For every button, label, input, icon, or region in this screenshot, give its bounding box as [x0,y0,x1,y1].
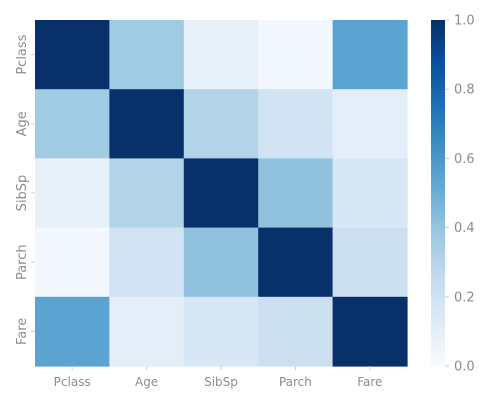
colorbar-tick-label: 0.4 [454,221,475,236]
colorbar [431,20,445,366]
heatmap-cell-fare-age [109,296,185,367]
y-tick-label-sibsp: SibSp [15,175,30,212]
heatmap-cell-age-pclass [35,89,110,159]
colorbar-tick-label: 0.0 [454,360,475,375]
heatmap-cell-sibsp-fare [332,158,408,229]
x-tick-label-age: Age [135,375,158,389]
y-tick-label-parch: Parch [15,244,30,280]
x-tick-label-sibsp: SibSp [204,375,238,389]
x-tick-label-parch: Parch [279,375,312,389]
heatmap-cell-age-sibsp [183,89,259,159]
heatmap-cell-pclass-fare [332,20,408,90]
heatmap-cell-parch-age [109,227,185,298]
heatmap-cell-pclass-sibsp [183,20,259,90]
colorbar-tick-label: 0.8 [454,83,475,98]
heatmap-cell-fare-sibsp [183,296,259,367]
colorbar-ticks: 0.0 0.2 0.4 0.6 0.8 1.0 [445,14,475,375]
heatmap-cell-sibsp-pclass [35,158,110,229]
heatmap-cell-age-parch [258,89,334,159]
heatmap-cell-age-age [109,89,185,159]
heatmap-cell-sibsp-parch [258,158,334,229]
heatmap-cell-pclass-pclass [35,20,110,90]
heatmap-cell-fare-parch [258,296,334,367]
y-tick-label-age: Age [15,111,30,136]
heatmap-cell-fare-pclass [35,296,110,367]
heatmap-cell-parch-parch [258,227,334,298]
colorbar-tick-label: 0.6 [454,152,475,167]
heatmap-cell-pclass-parch [258,20,334,90]
colorbar-gradient [431,20,445,366]
y-axis-ticks: Pclass Age SibSp Parch Fare [15,34,35,345]
heatmap-cell-age-fare [332,89,408,159]
y-tick-label-fare: Fare [15,318,30,345]
heatmap-cell-fare-fare [332,296,408,367]
colorbar-tick-label: 1.0 [454,14,475,29]
heatmap-cell-parch-fare [332,227,408,298]
x-tick-label-pclass: Pclass [54,375,91,389]
heatmap-cell-sibsp-sibsp [183,158,259,229]
x-tick-label-fare: Fare [357,375,382,389]
heatmap-cell-parch-pclass [35,227,110,298]
x-axis-ticks: Pclass Age SibSp Parch Fare [54,366,382,389]
heatmap-cells [35,20,408,367]
colorbar-tick-label: 0.2 [454,290,475,305]
heatmap-cell-pclass-age [109,20,185,90]
y-tick-label-pclass: Pclass [15,34,30,74]
heatmap-cell-parch-sibsp [183,227,259,298]
heatmap-cell-sibsp-age [109,158,185,229]
